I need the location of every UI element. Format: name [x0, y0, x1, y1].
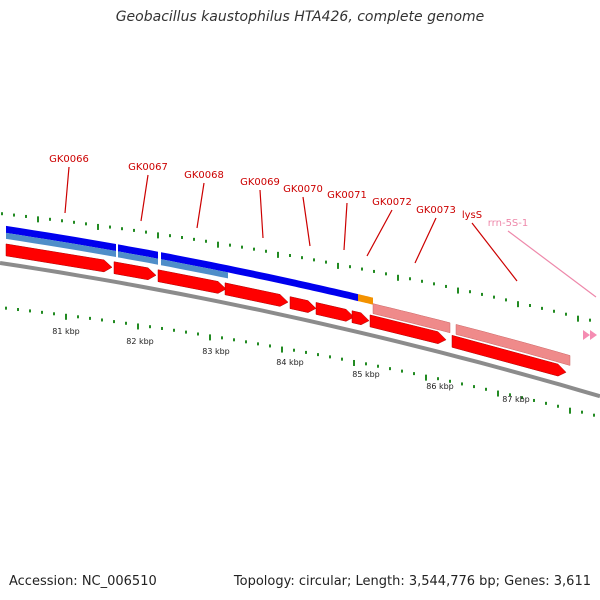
cog-band-segment — [6, 232, 116, 257]
cog-band-segment — [292, 279, 320, 293]
gene-leader-line — [64, 166, 70, 214]
cog-band-segment — [118, 251, 158, 265]
gene-leader-line — [343, 202, 348, 251]
gene-label[interactable]: rrn-5S-1 — [488, 218, 529, 229]
cog-band-segment — [161, 252, 228, 273]
cds-arrow[interactable] — [451, 334, 567, 377]
genome-title: Geobacillus kaustophilus HTA426, complet… — [115, 9, 485, 25]
gene-leader-line — [140, 174, 149, 222]
kbp-tick-label: 83 kbp — [202, 347, 230, 356]
backbone-line — [0, 261, 600, 399]
cog-band-segment — [228, 265, 292, 286]
cds-arrow[interactable] — [315, 302, 355, 322]
gene-leader-line — [471, 222, 518, 282]
gene-leader-line — [196, 182, 205, 229]
gene-leader-line — [366, 209, 393, 257]
gene-label[interactable]: GK0067 — [128, 162, 168, 173]
cds-arrow[interactable] — [113, 261, 157, 281]
cds-arrow[interactable] — [157, 269, 227, 294]
gene-leader-line — [259, 189, 264, 239]
kbp-tick-label: 84 kbp — [276, 358, 304, 367]
gene-label[interactable]: GK0073 — [416, 205, 456, 216]
gene-label[interactable]: GK0066 — [49, 154, 89, 165]
cog-band-segment — [358, 294, 373, 305]
gene-label[interactable]: lysS — [462, 210, 482, 221]
kbp-tick-label: 85 kbp — [352, 370, 380, 379]
gene-leader-line — [302, 196, 311, 247]
kbp-tick-label: 87 kbp — [502, 395, 530, 404]
gene-bar[interactable] — [372, 303, 451, 334]
gene-bar[interactable] — [455, 324, 571, 366]
rrna-arrow[interactable] — [583, 330, 590, 340]
gene-label[interactable]: GK0068 — [184, 170, 224, 181]
kbp-tick-label: 82 kbp — [126, 337, 154, 346]
gene-leader-line — [507, 230, 597, 298]
rrna-arrow[interactable] — [590, 330, 597, 340]
kbp-tick-label: 81 kbp — [52, 327, 80, 336]
cog-band-segment — [118, 244, 158, 259]
kbp-tick-label: 86 kbp — [426, 382, 454, 391]
gene-label[interactable]: GK0070 — [283, 184, 323, 195]
cog-band-segment — [161, 259, 228, 279]
accession-text: Accession: NC_006510 — [9, 574, 157, 589]
gene-label[interactable]: GK0072 — [372, 197, 412, 208]
cds-arrow[interactable] — [224, 282, 289, 307]
gene-label[interactable]: GK0069 — [240, 177, 280, 188]
cds-arrow[interactable] — [351, 310, 370, 326]
cds-arrow[interactable] — [5, 243, 113, 273]
genome-summary-text: Topology: circular; Length: 3,544,776 bp… — [233, 574, 591, 589]
cds-arrow[interactable] — [289, 296, 317, 313]
cog-band-segment — [6, 225, 116, 251]
cog-band-segment — [320, 285, 358, 302]
gene-leader-line — [414, 217, 437, 264]
cds-arrow[interactable] — [369, 314, 447, 344]
gene-label[interactable]: GK0071 — [327, 190, 367, 201]
